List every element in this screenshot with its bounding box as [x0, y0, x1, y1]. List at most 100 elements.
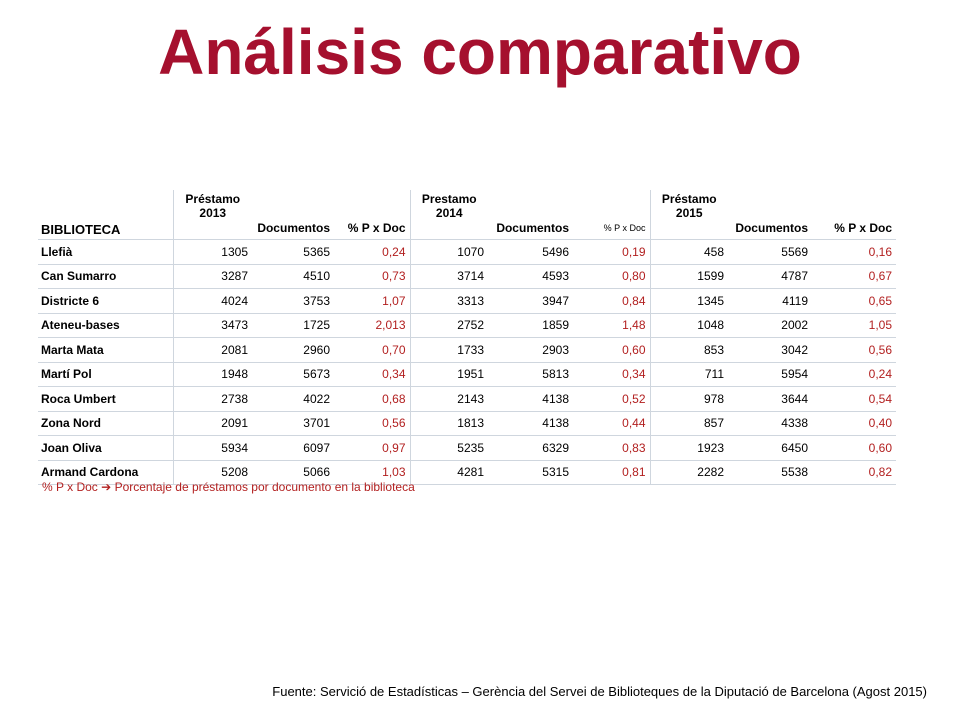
cell-documents-2015: 5954: [728, 362, 812, 387]
header-loans-2014-label: Prestamo: [421, 192, 477, 206]
header-biblioteca: BIBLIOTECA: [38, 190, 174, 240]
cell-documents-2014: 4593: [488, 264, 573, 289]
cell-pct-2015: 0,54: [812, 386, 896, 412]
header-loans-2014-year: 2014: [435, 206, 463, 220]
cell-pct-2014: 0,19: [573, 239, 651, 265]
cell-documents-2013: 2960: [252, 337, 334, 363]
cell-documents-2013: 3753: [252, 288, 334, 314]
cell-pct-2015: 0,65: [812, 288, 896, 314]
cell-pct-2015: 0,16: [812, 239, 896, 265]
cell-library-name: Ateneu-bases: [38, 313, 174, 338]
cell-loans-2014: 1733: [410, 337, 488, 363]
footnote-label: % P x Doc: [42, 480, 98, 494]
cell-pct-2013: 0,73: [334, 264, 411, 289]
table-row: Martí Pol 1948 5673 0,34 1951 5813 0,34 711 5954…: [38, 362, 896, 387]
cell-pct-2015: 0,24: [812, 362, 896, 387]
cell-documents-2015: 3644: [728, 386, 812, 412]
cell-pct-2015: 0,82: [812, 460, 896, 485]
cell-pct-2013: 0,56: [334, 411, 411, 436]
cell-documents-2014: 6329: [488, 435, 573, 461]
cell-pct-2015: 0,40: [812, 411, 896, 436]
header-pct-2013: % P x Doc: [334, 190, 411, 240]
cell-loans-2013: 2738: [173, 386, 252, 412]
cell-pct-2014: 0,34: [573, 362, 651, 387]
cell-documents-2014: 2903: [488, 337, 573, 363]
cell-loans-2015: 978: [650, 386, 728, 412]
cell-library-name: Llefià: [38, 239, 174, 265]
cell-loans-2014: 2143: [410, 386, 488, 412]
header-pct-2014: % P x Doc: [573, 190, 651, 240]
cell-pct-2014: 0,44: [573, 411, 651, 436]
table-row: Districte 6 4024 3753 1,07 3313 3947 0,84 1345 4…: [38, 288, 896, 314]
cell-pct-2013: 0,68: [334, 386, 411, 412]
cell-pct-2014: 0,52: [573, 386, 651, 412]
table-body: Llefià 1305 5365 0,24 1070 5496 0,19 458 5569 0,1…: [38, 239, 896, 485]
cell-documents-2015: 4119: [728, 288, 812, 314]
cell-loans-2013: 5208: [173, 460, 252, 485]
cell-documents-2013: 4510: [252, 264, 334, 289]
cell-loans-2015: 853: [650, 337, 728, 363]
cell-documents-2013: 5673: [252, 362, 334, 387]
cell-loans-2015: 1345: [650, 288, 728, 314]
table-row: Ateneu-bases 3473 1725 2,013 2752 1859 1,48 104…: [38, 313, 896, 338]
cell-documents-2014: 4138: [488, 411, 573, 436]
cell-documents-2014: 1859: [488, 313, 573, 338]
cell-documents-2014: 5315: [488, 460, 573, 485]
cell-pct-2013: 0,70: [334, 337, 411, 363]
cell-pct-2014: 0,80: [573, 264, 651, 289]
cell-pct-2013: 0,24: [334, 239, 411, 265]
cell-loans-2015: 1923: [650, 435, 728, 461]
table-row: Zona Nord 2091 3701 0,56 1813 4138 0,44 857 4338…: [38, 411, 896, 436]
arrow-right-icon: ➔: [101, 480, 112, 494]
cell-loans-2014: 3714: [410, 264, 488, 289]
cell-documents-2014: 3947: [488, 288, 573, 314]
cell-loans-2014: 4281: [410, 460, 488, 485]
cell-pct-2013: 0,97: [334, 435, 411, 461]
header-documents-2015: Documentos: [728, 190, 812, 240]
cell-documents-2013: 3701: [252, 411, 334, 436]
table-row: Armand Cardona 5208 5066 1,03 4281 5315 0,81 22…: [38, 460, 896, 485]
header-loans-2015-year: 2015: [675, 206, 703, 220]
cell-loans-2014: 1070: [410, 239, 488, 265]
cell-loans-2014: 5235: [410, 435, 488, 461]
cell-pct-2015: 0,60: [812, 435, 896, 461]
cell-pct-2013: 1,03: [334, 460, 411, 485]
table-row: Llefià 1305 5365 0,24 1070 5496 0,19 458 5569 0,1…: [38, 239, 896, 265]
cell-documents-2013: 1725: [252, 313, 334, 338]
header-pct-2015: % P x Doc: [812, 190, 896, 240]
cell-documents-2013: 5365: [252, 239, 334, 265]
header-loans-2014: Prestamo 2014: [410, 190, 488, 240]
cell-loans-2013: 1305: [173, 239, 252, 265]
cell-loans-2014: 3313: [410, 288, 488, 314]
cell-documents-2014: 5496: [488, 239, 573, 265]
cell-loans-2013: 2081: [173, 337, 252, 363]
header-loans-2015: Préstamo 2015: [650, 190, 728, 240]
cell-loans-2013: 3287: [173, 264, 252, 289]
cell-loans-2015: 857: [650, 411, 728, 436]
cell-pct-2014: 0,60: [573, 337, 651, 363]
cell-documents-2013: 4022: [252, 386, 334, 412]
header-documents-2013: Documentos: [252, 190, 334, 240]
header-loans-2015-label: Préstamo: [661, 192, 717, 206]
header-loans-2013: Préstamo 2013: [173, 190, 252, 240]
header-loans-2013-label: Préstamo: [185, 192, 241, 206]
cell-pct-2014: 0,84: [573, 288, 651, 314]
footnote: % P x Doc ➔ Porcentaje de préstamos por …: [42, 480, 415, 494]
cell-loans-2015: 711: [650, 362, 728, 387]
cell-loans-2015: 458: [650, 239, 728, 265]
cell-documents-2015: 4787: [728, 264, 812, 289]
cell-pct-2014: 0,83: [573, 435, 651, 461]
source-note: Fuente: Servició de Estadísticas – Gerèn…: [272, 684, 927, 699]
cell-loans-2013: 1948: [173, 362, 252, 387]
cell-documents-2015: 5538: [728, 460, 812, 485]
cell-pct-2013: 1,07: [334, 288, 411, 314]
cell-loans-2014: 1951: [410, 362, 488, 387]
cell-documents-2015: 6450: [728, 435, 812, 461]
cell-loans-2013: 2091: [173, 411, 252, 436]
cell-library-name: Roca Umbert: [38, 386, 174, 412]
cell-documents-2015: 3042: [728, 337, 812, 363]
cell-documents-2015: 4338: [728, 411, 812, 436]
cell-documents-2013: 6097: [252, 435, 334, 461]
cell-pct-2014: 1,48: [573, 313, 651, 338]
cell-library-name: Marta Mata: [38, 337, 174, 363]
